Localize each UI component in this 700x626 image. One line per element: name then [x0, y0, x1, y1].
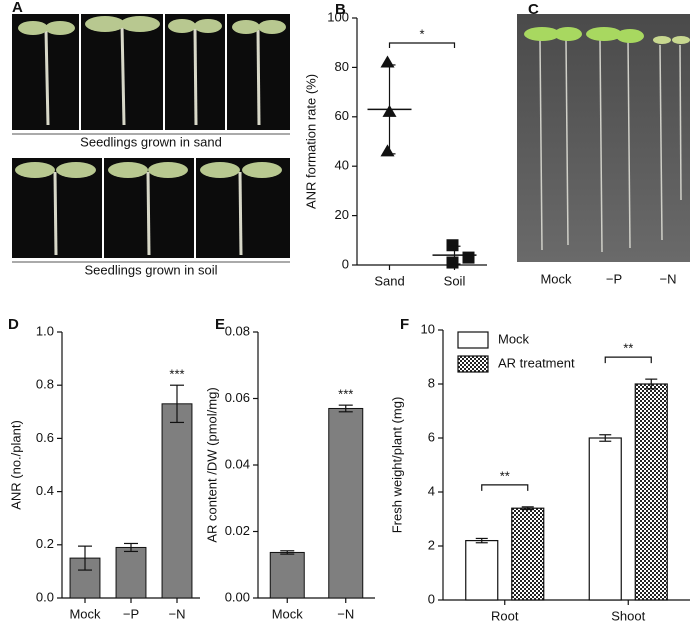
photo-caption: Seedlings grown in sand	[80, 134, 222, 149]
photo-caption: Seedlings grown in soil	[85, 262, 218, 277]
data-point	[380, 55, 395, 68]
panel-letter: B	[335, 1, 346, 18]
legend-swatch	[457, 355, 489, 373]
photo-label: −N	[660, 271, 677, 286]
y-tick-label: 0.00	[225, 589, 250, 604]
y-axis-label: Fresh weight/plant (mg)	[389, 397, 404, 534]
y-tick-label: 8	[428, 375, 435, 390]
seedlings	[44, 24, 261, 126]
significance-label: **	[623, 341, 633, 356]
legend-label: Mock	[498, 331, 530, 346]
panel-letter: E	[215, 316, 225, 333]
significance-bracket	[604, 356, 652, 364]
y-tick-label: 60	[335, 108, 349, 123]
photo-panel-c: C Mock −P −N	[517, 1, 690, 286]
y-tick-label: 1.0	[36, 323, 54, 338]
y-tick-label: 6	[428, 429, 435, 444]
x-tick-label: −N	[337, 606, 354, 621]
y-tick-label: 100	[327, 9, 349, 24]
x-tick-label: −P	[123, 606, 139, 621]
panel-letter: D	[8, 316, 19, 333]
significance-bracket	[388, 42, 456, 48]
y-tick-label: 0.6	[36, 430, 54, 445]
y-tick-label: 0.08	[225, 323, 250, 338]
y-axis-label: ANR (no./plant)	[8, 420, 23, 510]
photo-label: −P	[606, 271, 622, 286]
y-tick-label: 0.04	[225, 456, 250, 471]
y-tick-label: 10	[421, 321, 435, 336]
y-tick-label: 0.02	[225, 523, 250, 538]
y-tick-label: 0	[342, 256, 349, 271]
cotyledons	[15, 162, 282, 178]
x-tick-label: Mock	[272, 606, 304, 621]
x-tick-label: −N	[169, 606, 186, 621]
bar	[465, 539, 499, 601]
y-tick-label: 0.0	[36, 589, 54, 604]
panel-letter: A	[12, 0, 23, 16]
y-tick-label: 0	[428, 591, 435, 606]
data-point	[446, 239, 459, 252]
y-tick-label: 80	[335, 59, 349, 74]
shoots	[524, 27, 690, 44]
legend-swatch	[457, 331, 489, 349]
y-tick-label: 4	[428, 483, 435, 498]
bar	[634, 383, 668, 601]
legend-label: AR treatment	[498, 355, 575, 370]
significance-bracket	[481, 484, 529, 491]
significance-label: ***	[338, 387, 353, 402]
significance-label: **	[500, 468, 510, 483]
photo-panel-a: A Seedlings grown in sand Seedlings g	[12, 0, 290, 277]
bar	[328, 407, 364, 599]
seedlings	[53, 171, 243, 256]
bar	[588, 437, 622, 601]
bar	[115, 546, 147, 599]
photo-label: Mock	[540, 271, 572, 286]
panel-letter: F	[400, 316, 409, 333]
significance-label: ***	[169, 367, 184, 382]
data-point	[380, 144, 395, 157]
y-tick-label: 2	[428, 537, 435, 552]
data-point	[446, 256, 459, 269]
y-tick-label: 0.2	[36, 536, 54, 551]
y-tick-label: 0.8	[36, 377, 54, 392]
bar	[269, 551, 305, 599]
data-point	[462, 251, 475, 264]
significance-label: *	[419, 26, 424, 41]
y-tick-label: 20	[335, 207, 349, 222]
bar	[161, 403, 193, 599]
photo	[517, 14, 690, 262]
cotyledons	[18, 16, 286, 35]
x-tick-label: Root	[491, 608, 519, 623]
y-tick-label: 40	[335, 158, 349, 173]
y-axis-label: ANR formation rate (%)	[303, 74, 318, 209]
bar	[511, 507, 545, 601]
x-tick-label: Shoot	[611, 608, 645, 623]
y-axis-label: AR content /DW (pmol/mg)	[204, 387, 219, 542]
x-tick-label: Mock	[69, 606, 101, 621]
x-tick-label: Soil	[444, 273, 466, 288]
panel-letter: C	[528, 1, 539, 18]
y-tick-label: 0.06	[225, 390, 250, 405]
roots	[539, 39, 682, 253]
x-tick-label: Sand	[374, 273, 404, 288]
y-tick-label: 0.4	[36, 483, 54, 498]
